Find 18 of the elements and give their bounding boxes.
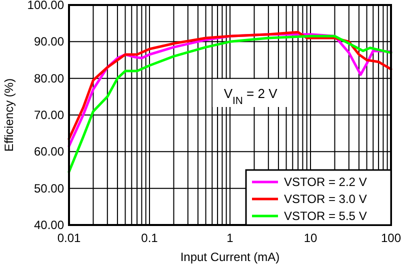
y-tick-label: 100.00 — [27, 0, 64, 12]
y-tick-label: 90.00 — [34, 34, 64, 49]
legend-label: VSTOR = 3.0 V — [284, 192, 367, 206]
y-tick-label: 50.00 — [34, 181, 64, 196]
x-tick-label: 100 — [380, 231, 402, 245]
x-axis-title: Input Current (mA) — [180, 250, 280, 264]
y-tick-label: 70.00 — [34, 108, 64, 122]
x-tick-label: 0.1 — [141, 231, 158, 245]
x-tick-label: 1 — [226, 231, 234, 245]
y-tick-label: 60.00 — [34, 144, 64, 159]
y-tick-label: 40.00 — [34, 218, 64, 232]
y-axis-title: Efficiency (%) — [2, 78, 16, 152]
annotation: V$_{IN}$ = 2 V — [224, 86, 278, 106]
legend-label: VSTOR = 5.5 V — [284, 209, 367, 223]
x-tick-label: 10 — [304, 231, 318, 245]
x-tick-label: 0.01 — [57, 231, 81, 245]
y-tick-label: 80.00 — [34, 71, 64, 86]
legend-label: VSTOR = 2.2 V — [284, 175, 367, 189]
